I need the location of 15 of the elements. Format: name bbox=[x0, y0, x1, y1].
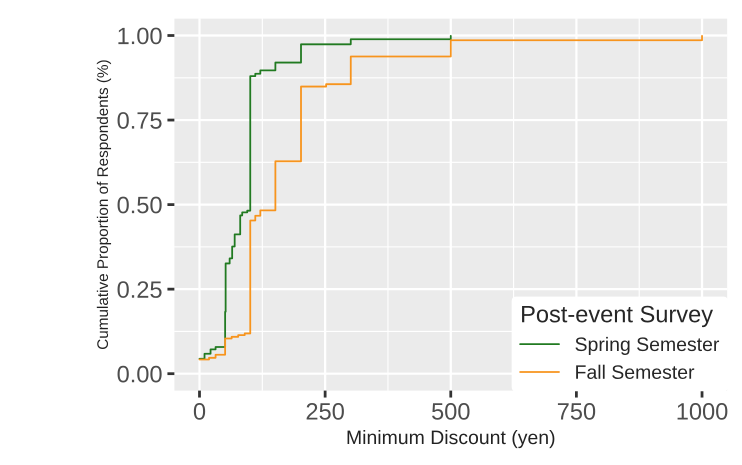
y-tick-label: 0.50 bbox=[118, 196, 162, 214]
y-tick-label: 0.25 bbox=[118, 281, 162, 298]
y-tick-label: 0.00 bbox=[118, 366, 162, 382]
y-tick-label: 0.75 bbox=[118, 112, 162, 129]
x-tick-label: 1000 bbox=[678, 403, 728, 420]
legend-label: Fall Semester bbox=[576, 364, 694, 379]
x-tick-label: 500 bbox=[432, 403, 470, 420]
x-tick-label: 250 bbox=[306, 403, 344, 420]
y-axis-title: Cumulative Proportion of Respondents (%) bbox=[96, 60, 112, 350]
x-tick-label: 0 bbox=[194, 403, 206, 420]
legend-title: Post-event Survey bbox=[522, 306, 713, 328]
y-tick-label: 1.00 bbox=[118, 28, 162, 44]
x-tick-label: 750 bbox=[558, 403, 596, 420]
x-axis-title: Minimum Discount (yen) bbox=[348, 430, 554, 448]
legend-label: Spring Semester bbox=[575, 336, 720, 355]
